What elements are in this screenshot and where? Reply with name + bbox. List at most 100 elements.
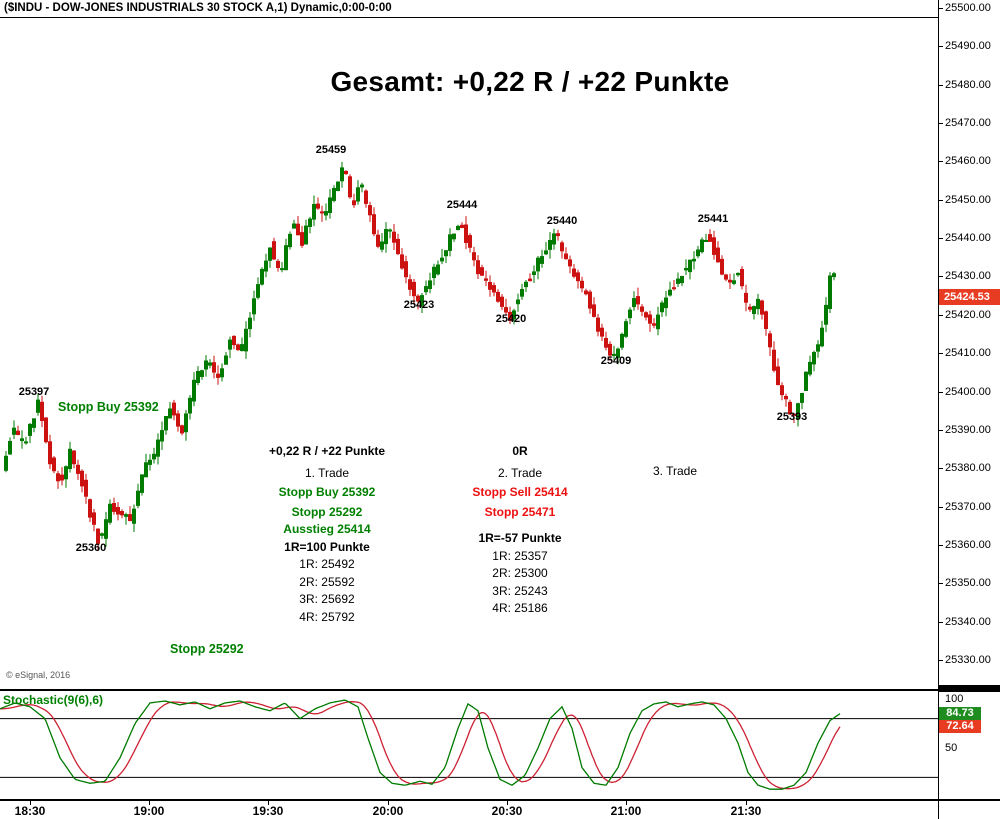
candle [460, 222, 464, 229]
candle [820, 320, 824, 348]
price-chart-panel[interactable]: Gesamt: +0,22 R / +22 Punkte 25397 25360 2… [0, 18, 938, 690]
candle [488, 275, 492, 297]
candle [556, 229, 560, 241]
time-axis-divider [0, 799, 1000, 801]
trade-detail-line: 2R: 25592 [299, 574, 355, 589]
candle [456, 224, 460, 231]
candle [652, 318, 656, 329]
swing-price-label: 25440 [546, 215, 578, 227]
stopp-buy-annotation: Stopp Buy 25392 [58, 400, 159, 414]
candle [748, 303, 752, 312]
time-axis-tick [149, 801, 150, 805]
stochastic-panel[interactable]: Stochastic(9(6),6) [0, 691, 938, 799]
candle [572, 264, 576, 279]
candle [232, 335, 236, 350]
price-axis-tick [939, 123, 943, 125]
candle [60, 467, 64, 486]
candle [464, 216, 468, 250]
candle [32, 418, 36, 433]
trade-detail-line: 1. Trade [304, 465, 350, 480]
price-axis-tick [939, 199, 943, 201]
time-axis[interactable]: 18:30 19:00 19:30 20:00 20:30 21:00 21:30 [0, 801, 938, 819]
trade-detail-line: 4R: 25186 [492, 601, 548, 615]
candle [408, 274, 412, 296]
candle [248, 312, 252, 338]
candle [740, 266, 744, 290]
time-axis-label: 21:30 [730, 804, 762, 818]
trade-detail-line: Stopp Sell 25414 [472, 485, 568, 499]
candle [704, 233, 708, 242]
candle [492, 282, 496, 297]
trade-detail-line: 1R: 25492 [299, 557, 355, 571]
candle [320, 205, 324, 222]
trade2-summary: 0R 2. Trade Stopp Sell 25414 Stopp 25471 1R=… [440, 443, 600, 618]
candle [372, 207, 376, 237]
price-axis-label: 25470.00 [945, 117, 991, 130]
candle [628, 307, 632, 325]
candle [284, 238, 288, 271]
candle [772, 341, 776, 373]
candle [672, 280, 676, 291]
stoch-d-line [0, 701, 841, 790]
trade-detail-line: 4R: 25792 [299, 609, 355, 624]
candle [92, 509, 96, 532]
candle [116, 502, 120, 521]
candle [4, 451, 8, 473]
trade-detail-line: Stopp Buy 25392 [278, 485, 376, 499]
price-axis-tick [939, 314, 943, 316]
candle [824, 297, 828, 333]
time-axis-tick [746, 801, 747, 805]
candle [544, 242, 548, 255]
candle [400, 248, 404, 270]
candle [768, 330, 772, 356]
candle [168, 402, 172, 419]
stoch-d-value-box: 72.64 [939, 720, 981, 733]
candle [440, 249, 444, 265]
candle [568, 255, 572, 274]
trade-detail-line: 2. Trade [497, 465, 543, 480]
candle [180, 424, 184, 436]
candle [376, 229, 380, 249]
candle [36, 393, 40, 416]
candle [448, 228, 452, 257]
trade-detail-line: 3R: 25692 [299, 592, 355, 606]
time-axis-label: 20:00 [372, 804, 404, 818]
candle [172, 399, 176, 421]
price-axis-tick [939, 8, 943, 9]
candle [720, 255, 724, 276]
swing-price-label: 25423 [403, 299, 435, 311]
trade-detail-line: Stopp 25292 [291, 504, 363, 519]
candle [792, 412, 796, 423]
swing-price-label: 25393 [776, 411, 808, 423]
candle [416, 294, 420, 310]
candle [132, 504, 136, 532]
trade1-summary: +0,22 R / +22 Punkte 1. Trade Stopp Buy 25… [247, 443, 407, 626]
candle [384, 222, 388, 253]
candle [388, 228, 392, 239]
candle [244, 321, 248, 359]
stochastic-chart [0, 699, 938, 790]
candle [28, 423, 32, 444]
candle [496, 289, 500, 303]
candle [140, 474, 144, 496]
candle [252, 290, 256, 321]
price-axis-label: 25350.00 [945, 577, 991, 590]
candle [184, 410, 188, 441]
axis-separator-line [938, 0, 939, 819]
price-axis-tick [939, 84, 943, 86]
time-axis-tick [388, 801, 389, 805]
candle [100, 532, 104, 539]
candle [48, 434, 52, 470]
candle [756, 293, 760, 315]
price-axis-tick [939, 161, 943, 163]
candle [88, 498, 92, 523]
candle [584, 288, 588, 296]
candle [636, 287, 640, 310]
price-axis[interactable]: 25424.53 100 84.73 72.64 50 25500.00 2549… [939, 0, 1000, 819]
candle [396, 233, 400, 256]
candle [148, 454, 152, 471]
candle [368, 201, 372, 222]
trade-detail-line: 3R: 25243 [492, 583, 548, 598]
candle [260, 267, 264, 286]
candle [44, 417, 48, 444]
